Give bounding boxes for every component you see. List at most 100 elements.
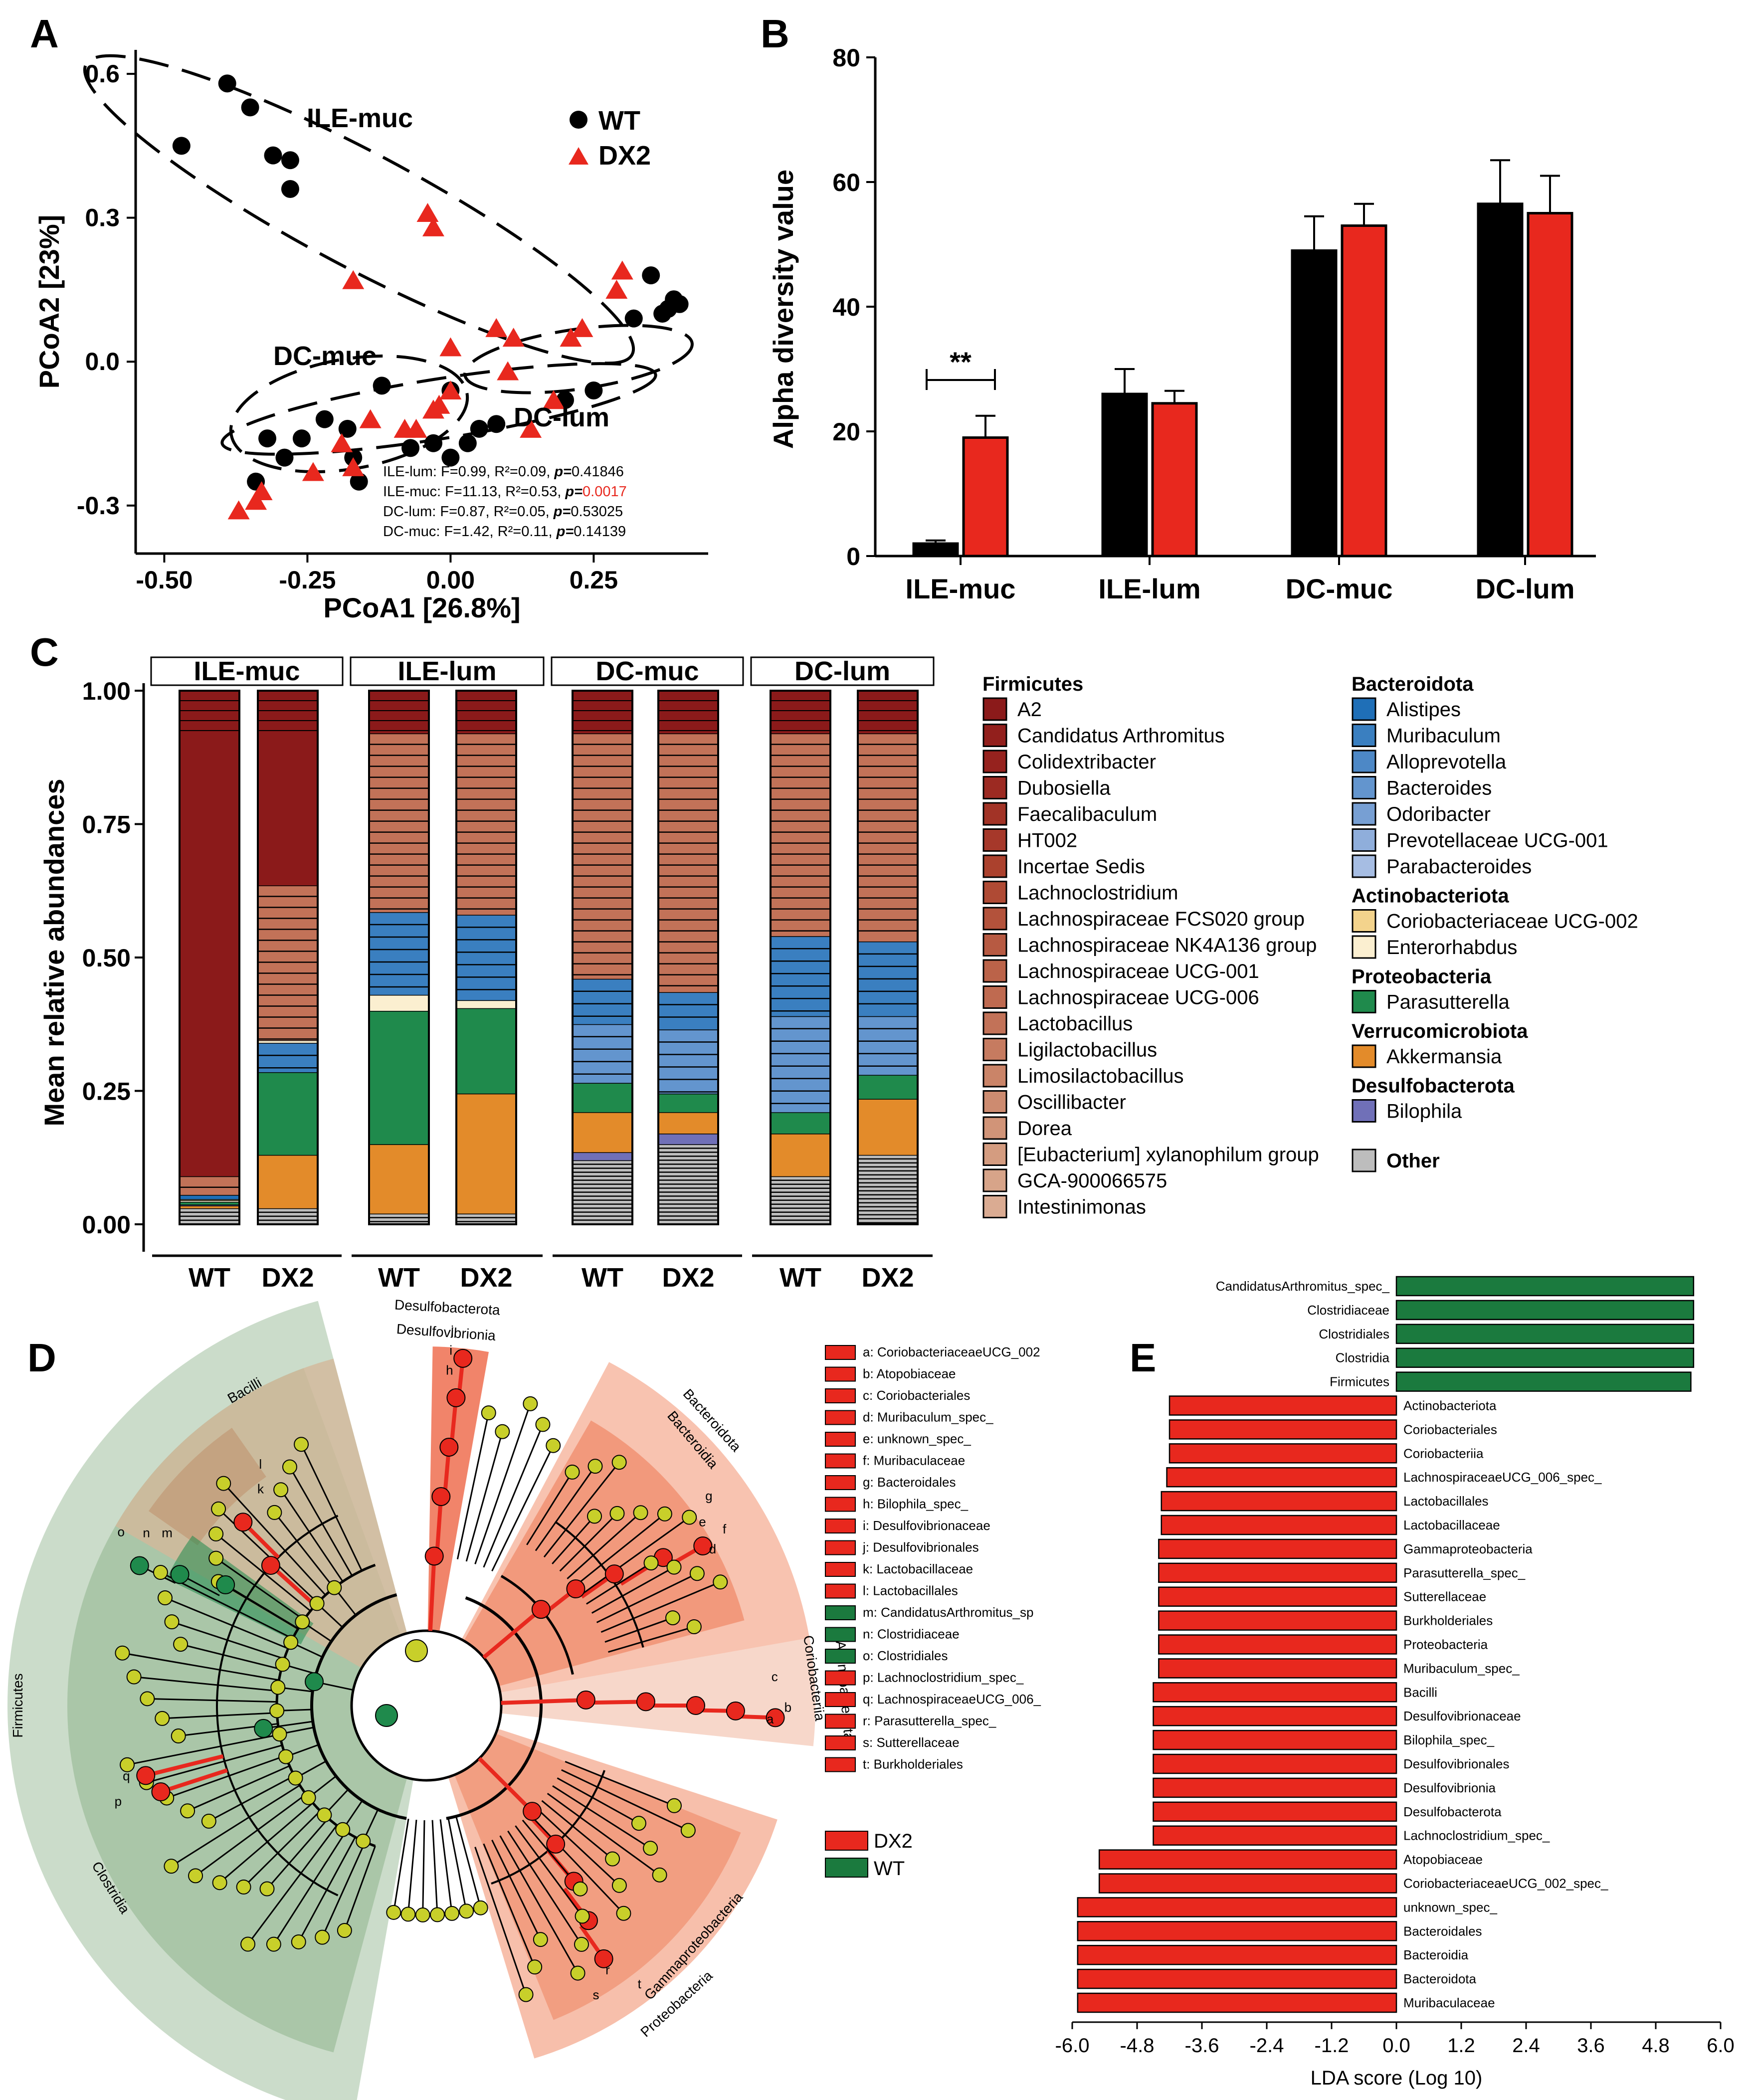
lda-category-label: CoriobacteriaceaeUCG_002_spec_ [1403, 1876, 1608, 1891]
lda-bar-dx2 [1158, 1658, 1397, 1679]
clade-branch [552, 1785, 651, 1849]
clade-leaf-node [587, 1509, 602, 1524]
clade-branch [439, 1819, 453, 1914]
dx2-point [485, 318, 508, 337]
clade-leaf-node [115, 1645, 130, 1661]
clade-node-coriobacteriia [636, 1692, 655, 1712]
stat-f: F=1.42, [444, 524, 497, 540]
panel-d-letter: D [27, 1336, 56, 1380]
lda-category-label: Coriobacteriales [1403, 1422, 1497, 1437]
clade-branch [507, 1830, 583, 1945]
legend-genus-swatch [982, 697, 1007, 721]
legend-phylum: Desulfobacterota [1352, 1075, 1515, 1097]
clade-legend-item: h: Bilophila_spec_ [863, 1497, 969, 1512]
dx2-point [227, 500, 250, 520]
clade-legend-swatch [825, 1410, 856, 1425]
wt-point [424, 434, 442, 452]
alpha-y-tick-label: 0 [846, 543, 860, 571]
lda-bar-dx2 [1158, 1610, 1397, 1631]
legend-genus-label: Lachnospiraceae FCS020 group [1017, 908, 1305, 930]
legend-genus-label: A2 [1017, 699, 1042, 721]
wt-point [670, 295, 689, 313]
clade-branch [122, 1652, 279, 1681]
dx2-point [497, 361, 519, 381]
legend-genus-label: Incertae Sedis [1017, 856, 1145, 878]
clade-leaf-node [216, 1476, 231, 1491]
clade-branch [561, 1769, 689, 1831]
clade-leaf-node [605, 1851, 620, 1867]
clade-branch [483, 1843, 536, 1967]
legend-genus-swatch [982, 776, 1007, 799]
stack-segment [369, 1011, 429, 1145]
abund-y-tick-label: 0.50 [82, 944, 131, 972]
clade-leaf-node [652, 1867, 667, 1883]
clade-leaf-node [212, 1875, 227, 1891]
legend-genus-label: Parasutterella [1386, 991, 1510, 1013]
stack-segment [858, 1075, 918, 1099]
wt-point [241, 98, 259, 117]
clade-node-desulfovibrionia [431, 1487, 451, 1507]
clade-leaf-node [120, 1757, 135, 1772]
clade-branch [165, 1597, 289, 1650]
wt-point [487, 415, 506, 433]
stack-bar-label: DX2 [261, 1263, 314, 1293]
clade-branch [591, 1566, 675, 1614]
clade-node-parasutterella [594, 1949, 613, 1968]
stat-p-value: 0.0017 [583, 484, 627, 500]
legend-genus-swatch [982, 1011, 1007, 1035]
clade-node-clostridiaceae [170, 1565, 190, 1584]
lda-category-label: Bacteroidota [1403, 1971, 1477, 1986]
clade-node-desulfobacterota [424, 1546, 444, 1566]
clade-branch [300, 1444, 363, 1571]
legend-genus-swatch [982, 1195, 1007, 1218]
stack-segment [456, 1008, 516, 1094]
lda-category-label: Desulfobacterota [1403, 1804, 1502, 1819]
legend-genus-swatch [982, 1090, 1007, 1114]
clade-leaf-node [686, 1619, 702, 1635]
lda-category-label: Muribaculaceae [1403, 1995, 1495, 2010]
clade-inner-node [278, 1749, 294, 1764]
clade-leaf-node [689, 1566, 705, 1581]
clade-branch [208, 1775, 295, 1822]
legend-genus-swatch [1352, 909, 1376, 933]
panel-d: D DesulfobacterotaDesulfovibrioniaBacill… [7, 1297, 1041, 2100]
lda-category-label: CandidatusArthromitus_spec_ [1216, 1279, 1390, 1294]
clade-leaf-node [208, 1550, 224, 1566]
stack-segment [456, 1213, 516, 1224]
pcoa-x-tick-label: 0.25 [570, 566, 618, 594]
clade-leaf-node [291, 1934, 306, 1949]
legend-genus-swatch [982, 1116, 1007, 1140]
significance-bracket: ** [926, 346, 996, 390]
clade-leaf-node [180, 1803, 195, 1819]
clade-letter: f [723, 1522, 727, 1536]
clade-legend-item: j: Desulfovibrionales [862, 1540, 979, 1555]
abund-y-tick-label: 0.75 [82, 811, 131, 839]
clade-leaf-node [337, 1923, 352, 1938]
lda-bar-dx2 [1158, 1634, 1397, 1655]
clade-leaf-node [140, 1691, 155, 1707]
clade-branch [474, 1403, 531, 1564]
clade-node-clostridia [254, 1718, 273, 1738]
lda-x-tick-label: 2.4 [1512, 2035, 1540, 2057]
clade-leaf-node [535, 1417, 551, 1432]
panel-c-letter: C [30, 630, 59, 674]
clade-leaf-node [273, 1482, 289, 1498]
stat-p-value: 0.53025 [571, 504, 623, 520]
clade-letter: q [123, 1768, 130, 1783]
stack-segment [456, 691, 516, 734]
dx2-point [245, 491, 267, 510]
dx2-point [342, 270, 365, 289]
clade-inner-node [356, 1833, 371, 1849]
clade-leaf-node [294, 1437, 309, 1452]
clade-node-lachnoclostridium [151, 1782, 171, 1802]
stack-segment [180, 1195, 239, 1199]
clade-legend-item: n: Clostridiaceae [863, 1627, 960, 1642]
pcoa-y-tick-label: 0.0 [85, 348, 120, 376]
legend-genus-label: Lachnospiraceae NK4A136 group [1017, 935, 1317, 956]
wt-point [338, 419, 357, 438]
clade-branch [535, 1807, 620, 1886]
dx2-point [543, 390, 565, 409]
legend-genus-swatch [1352, 724, 1376, 747]
stack-bar-label: DX2 [662, 1263, 714, 1293]
stat-p-value: 0.41846 [572, 464, 624, 480]
